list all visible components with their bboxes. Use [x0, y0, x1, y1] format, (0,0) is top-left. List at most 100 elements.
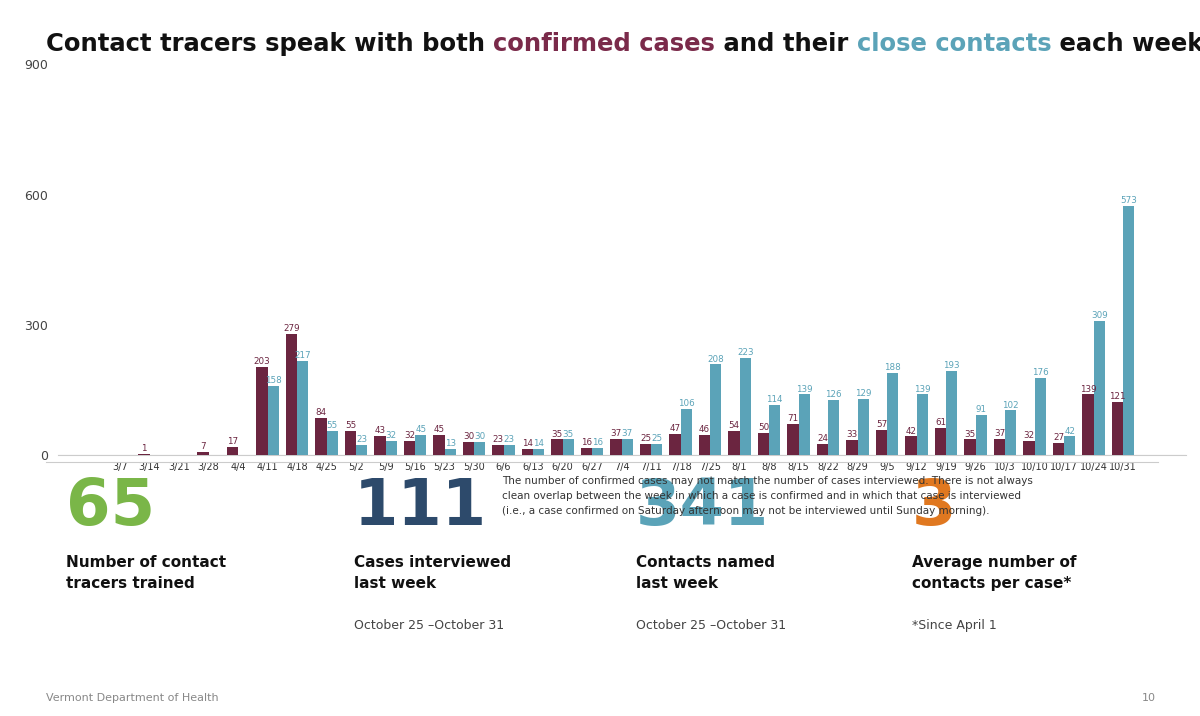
Bar [492, 445, 504, 455]
Text: 24: 24 [817, 435, 828, 443]
Text: 65: 65 [66, 476, 155, 538]
Bar [1052, 443, 1064, 455]
Text: Average number of
contacts per case*: Average number of contacts per case* [912, 555, 1076, 591]
Bar [710, 364, 721, 455]
Text: 55: 55 [344, 421, 356, 430]
Bar [670, 435, 680, 455]
Bar [533, 449, 545, 455]
Text: 3: 3 [912, 476, 956, 538]
Text: 32: 32 [385, 431, 397, 440]
Bar [563, 440, 574, 455]
Bar [817, 444, 828, 455]
Bar [444, 449, 456, 455]
Bar [197, 452, 209, 455]
Text: 203: 203 [253, 357, 270, 366]
Bar [935, 428, 946, 455]
Text: 55: 55 [326, 421, 338, 430]
Text: 61: 61 [935, 418, 946, 427]
Text: October 25 –October 31: October 25 –October 31 [636, 619, 786, 632]
Text: 23: 23 [504, 435, 515, 444]
Text: 341: 341 [636, 476, 769, 538]
Text: confirmed cases: confirmed cases [493, 32, 715, 57]
Bar [1093, 321, 1105, 455]
Text: 16: 16 [581, 438, 592, 447]
Text: 43: 43 [374, 426, 385, 435]
Text: 16: 16 [593, 438, 604, 447]
Text: 25: 25 [652, 434, 662, 443]
Text: 37: 37 [994, 429, 1006, 437]
Text: 33: 33 [846, 430, 858, 440]
Bar [592, 448, 604, 455]
Text: 139: 139 [796, 384, 812, 394]
Bar [652, 444, 662, 455]
Bar [298, 361, 308, 455]
Bar [994, 439, 1006, 455]
Text: 193: 193 [943, 361, 960, 370]
Text: 35: 35 [551, 430, 563, 439]
Bar [268, 386, 278, 455]
Bar [1024, 441, 1034, 455]
Text: 23: 23 [492, 435, 504, 444]
Text: 13: 13 [445, 439, 456, 448]
Bar [404, 441, 415, 455]
Text: 30: 30 [463, 432, 474, 441]
Bar [917, 395, 928, 455]
Text: 25: 25 [640, 434, 652, 443]
Text: 14: 14 [522, 439, 533, 448]
Bar [385, 441, 397, 455]
Text: 30: 30 [474, 432, 485, 441]
Bar [828, 400, 839, 455]
Text: October 25 –October 31: October 25 –October 31 [354, 619, 504, 632]
Bar [356, 445, 367, 455]
Text: 50: 50 [758, 423, 769, 432]
Bar [286, 334, 298, 455]
Text: each week.: each week. [1051, 32, 1200, 57]
Bar [846, 440, 858, 455]
Bar [1112, 402, 1123, 455]
Bar [739, 358, 751, 455]
Text: Vermont Department of Health: Vermont Department of Health [46, 693, 218, 703]
Text: 54: 54 [728, 422, 739, 430]
Bar [887, 373, 899, 455]
Text: Contact tracers speak with both: Contact tracers speak with both [46, 32, 493, 57]
Text: 37: 37 [611, 429, 622, 437]
Bar [758, 433, 769, 455]
Text: 35: 35 [563, 430, 574, 439]
Bar [474, 442, 485, 455]
Bar [463, 442, 474, 455]
Bar [965, 440, 976, 455]
Text: 158: 158 [265, 377, 282, 385]
Text: 1: 1 [142, 445, 146, 453]
Bar [1082, 395, 1093, 455]
Text: Number of contact
tracers trained: Number of contact tracers trained [66, 555, 226, 591]
Text: 47: 47 [670, 425, 680, 433]
Bar [728, 431, 739, 455]
Bar [316, 418, 326, 455]
Text: 573: 573 [1121, 196, 1138, 205]
Bar [1123, 206, 1134, 455]
Text: 102: 102 [1002, 400, 1019, 410]
Bar [415, 435, 426, 455]
Bar [257, 367, 268, 455]
Bar [344, 431, 356, 455]
Text: 188: 188 [884, 363, 901, 372]
Text: 45: 45 [415, 425, 426, 435]
Text: 139: 139 [1080, 384, 1097, 394]
Bar [622, 439, 632, 455]
Text: 14: 14 [533, 439, 545, 448]
Text: 223: 223 [737, 348, 754, 357]
Text: 217: 217 [294, 351, 311, 359]
Text: Contacts named
last week: Contacts named last week [636, 555, 775, 591]
Text: close contacts: close contacts [857, 32, 1051, 57]
Bar [1006, 410, 1016, 455]
Text: 106: 106 [678, 399, 695, 408]
Bar [769, 405, 780, 455]
Text: 32: 32 [1024, 431, 1034, 440]
Text: 176: 176 [1032, 369, 1049, 377]
Bar [227, 448, 238, 455]
Bar [1064, 437, 1075, 455]
Bar [326, 431, 338, 455]
Text: 42: 42 [906, 427, 917, 435]
Bar [551, 440, 563, 455]
Bar [640, 444, 652, 455]
